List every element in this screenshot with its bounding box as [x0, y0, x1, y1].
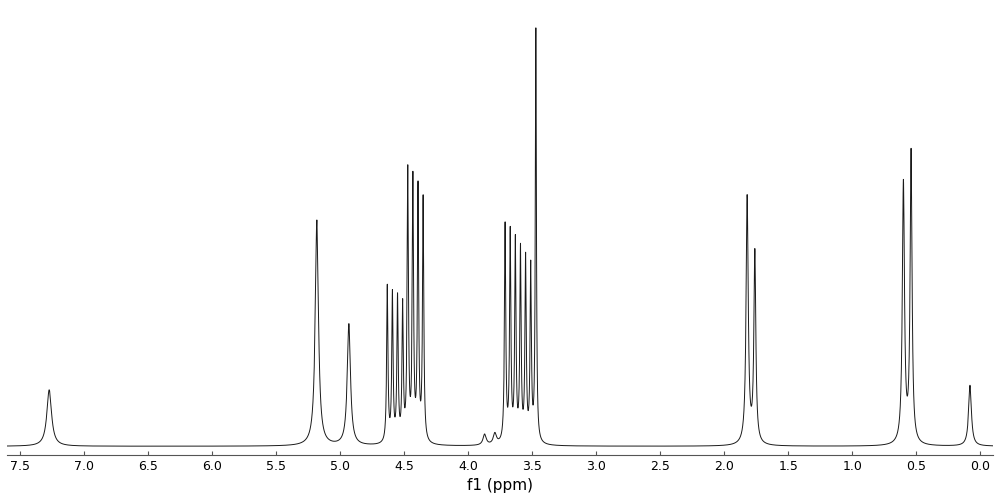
X-axis label: f1 (ppm): f1 (ppm): [467, 478, 533, 493]
